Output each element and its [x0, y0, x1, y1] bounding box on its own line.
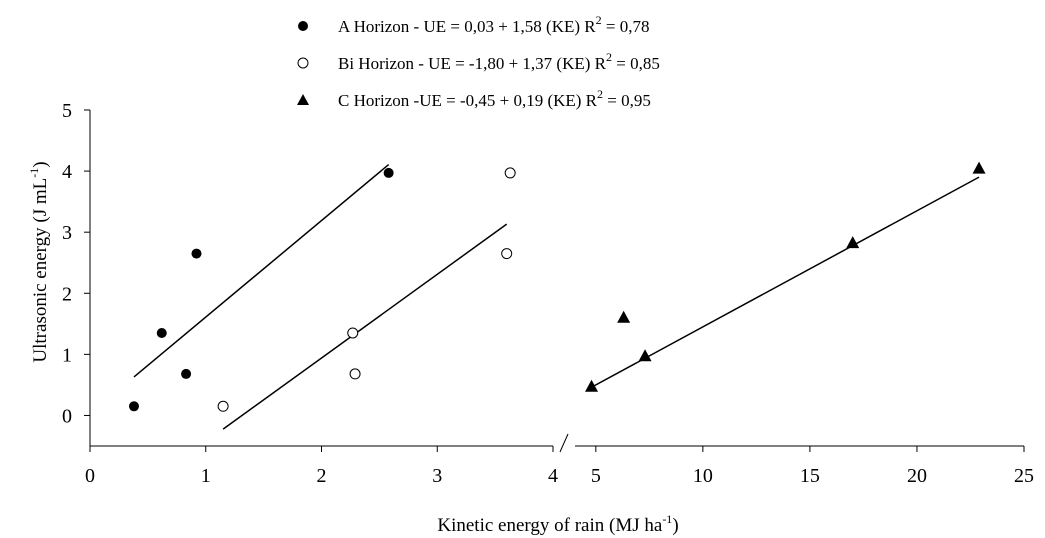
x-tick-label: 4	[548, 465, 558, 487]
x-axis-ticks: 0 1 2 3 4 5 10 15 20 25	[85, 446, 1034, 487]
x-tick-label: 3	[432, 465, 442, 487]
point-a	[181, 368, 192, 379]
x-tick-label: 20	[907, 465, 927, 487]
legend-item-bi: Bi Horizon - UE = -1,80 + 1,37 (KE) R2 =…	[297, 50, 660, 73]
y-tick-label: 3	[62, 222, 72, 244]
point-a	[383, 167, 394, 178]
point-bi	[349, 368, 361, 380]
data-points	[128, 161, 986, 412]
axes	[89, 110, 1024, 453]
regression-lines	[133, 164, 980, 430]
y-tick-label: 2	[62, 283, 72, 305]
x-tick-label: 25	[1014, 465, 1034, 487]
y-tick-label: 4	[62, 161, 72, 183]
y-tick-label: 1	[62, 344, 72, 366]
y-axis-ticks: 0 1 2 3 4 5	[62, 100, 90, 427]
fit-line-bi	[222, 223, 508, 430]
point-a	[128, 401, 139, 412]
legend-label-c: C Horizon -UE = -0,45 + 0,19 (KE) R2 = 0…	[338, 87, 651, 110]
x-tick-label: 0	[85, 465, 95, 487]
legend-marker-bi	[297, 57, 309, 69]
y-tick-label: 5	[62, 100, 72, 122]
point-c	[972, 161, 986, 174]
point-bi	[347, 327, 359, 339]
point-c	[638, 349, 652, 362]
point-bi	[504, 167, 516, 179]
x-tick-label: 1	[201, 465, 211, 487]
point-a	[156, 327, 167, 338]
point-bi	[217, 400, 229, 412]
legend-label-a: A Horizon - UE = 0,03 + 1,58 (KE) R2 = 0…	[338, 13, 649, 36]
y-tick-label: 0	[62, 405, 72, 427]
x-tick-label: 5	[591, 465, 601, 487]
x-axis-title: Kinetic energy of rain (MJ ha-1)	[437, 512, 678, 536]
point-c	[617, 310, 631, 323]
legend-marker-a	[298, 21, 308, 31]
point-c	[585, 379, 599, 392]
fit-line-a	[133, 164, 390, 378]
x-tick-label: 2	[317, 465, 327, 487]
y-axis-title: Ultrasonic energy (J mL-1)	[27, 161, 51, 362]
point-bi	[501, 248, 513, 260]
x-tick-label: 15	[800, 465, 820, 487]
x-tick-label: 10	[693, 465, 713, 487]
legend-item-c: C Horizon -UE = -0,45 + 0,19 (KE) R2 = 0…	[297, 87, 651, 110]
legend-item-a: A Horizon - UE = 0,03 + 1,58 (KE) R2 = 0…	[298, 13, 649, 36]
axis-break-mark	[559, 433, 569, 453]
point-a	[191, 248, 202, 259]
legend: A Horizon - UE = 0,03 + 1,58 (KE) R2 = 0…	[297, 13, 660, 110]
fit-line-c	[591, 176, 980, 388]
legend-marker-c	[297, 94, 309, 105]
legend-label-bi: Bi Horizon - UE = -1,80 + 1,37 (KE) R2 =…	[338, 50, 660, 73]
point-c	[846, 236, 860, 249]
